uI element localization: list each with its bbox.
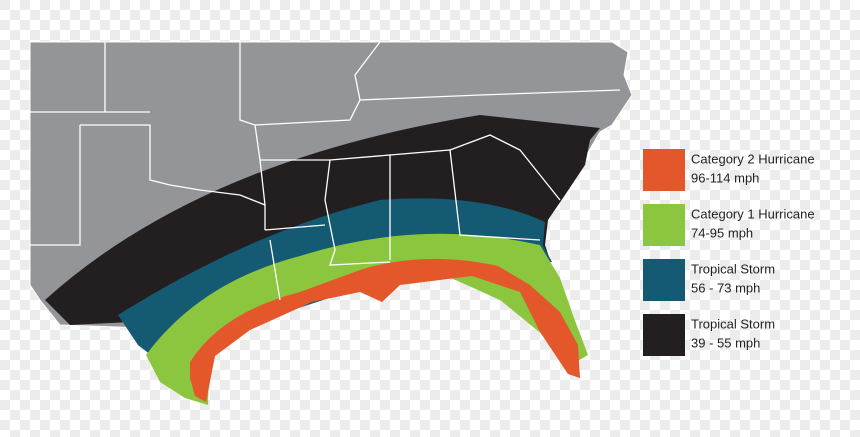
- legend-range: 39 - 55 mph: [691, 335, 760, 350]
- legend-swatch: [643, 204, 685, 246]
- legend-range: 96-114 mph: [691, 170, 759, 185]
- legend-swatch: [643, 259, 685, 301]
- legend-label: Tropical Storm: [691, 316, 775, 331]
- state-borders: [30, 41, 621, 301]
- legend-range: 56 - 73 mph: [691, 280, 760, 295]
- legend: Category 2 Hurricane 96-114 mph Category 1…: [643, 149, 815, 356]
- legend-label: Tropical Storm: [691, 261, 775, 276]
- zone-cat2: [190, 258, 580, 402]
- legend-label: Category 2 Hurricane: [691, 151, 815, 166]
- legend-label: Category 1 Hurricane: [691, 206, 815, 221]
- legend-range: 74-95 mph: [691, 225, 753, 240]
- legend-swatch: [643, 149, 685, 191]
- legend-swatch: [643, 314, 685, 356]
